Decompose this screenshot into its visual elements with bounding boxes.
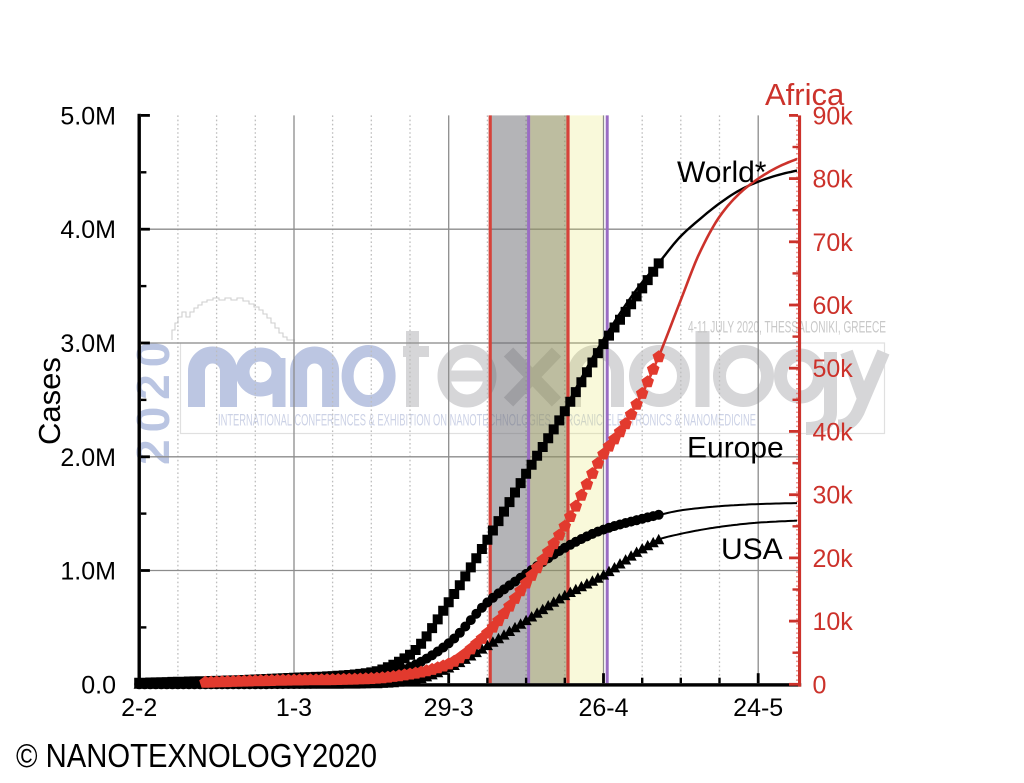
- svg-text:2.0M: 2.0M: [60, 444, 116, 472]
- svg-text:50k: 50k: [813, 355, 854, 383]
- svg-text:World*: World*: [677, 156, 767, 189]
- svg-text:26-4: 26-4: [578, 694, 628, 722]
- svg-text:70k: 70k: [813, 229, 854, 257]
- svg-text:4.0M: 4.0M: [60, 216, 116, 244]
- svg-text:20k: 20k: [813, 545, 854, 573]
- svg-text:4-11 JULY 2020, THESSALONIKI,: 4-11 JULY 2020, THESSALONIKI, GREECE: [688, 318, 886, 337]
- svg-text:Africa: Africa: [765, 77, 845, 112]
- svg-text:10k: 10k: [813, 608, 854, 636]
- svg-text:5.0M: 5.0M: [60, 102, 116, 130]
- svg-text:2020: 2020: [127, 335, 179, 465]
- svg-text:80k: 80k: [813, 166, 854, 194]
- svg-text:24-5: 24-5: [733, 694, 783, 722]
- svg-text:1-3: 1-3: [276, 694, 312, 722]
- svg-text:60k: 60k: [813, 292, 854, 320]
- svg-text:Cases: Cases: [32, 357, 67, 445]
- svg-text:© NANOTEXNOLOGY2020: © NANOTEXNOLOGY2020: [16, 737, 377, 774]
- svg-text:29-3: 29-3: [424, 694, 474, 722]
- svg-text:3.0M: 3.0M: [60, 330, 116, 358]
- svg-text:Europe: Europe: [687, 432, 784, 465]
- svg-text:USA: USA: [721, 533, 783, 566]
- svg-text:40k: 40k: [813, 418, 854, 446]
- svg-text:0.0: 0.0: [81, 671, 116, 699]
- svg-text:1.0M: 1.0M: [60, 558, 116, 586]
- svg-text:0: 0: [813, 671, 827, 699]
- svg-text:90k: 90k: [813, 102, 854, 130]
- svg-text:2-2: 2-2: [121, 694, 157, 722]
- svg-text:30k: 30k: [813, 482, 854, 510]
